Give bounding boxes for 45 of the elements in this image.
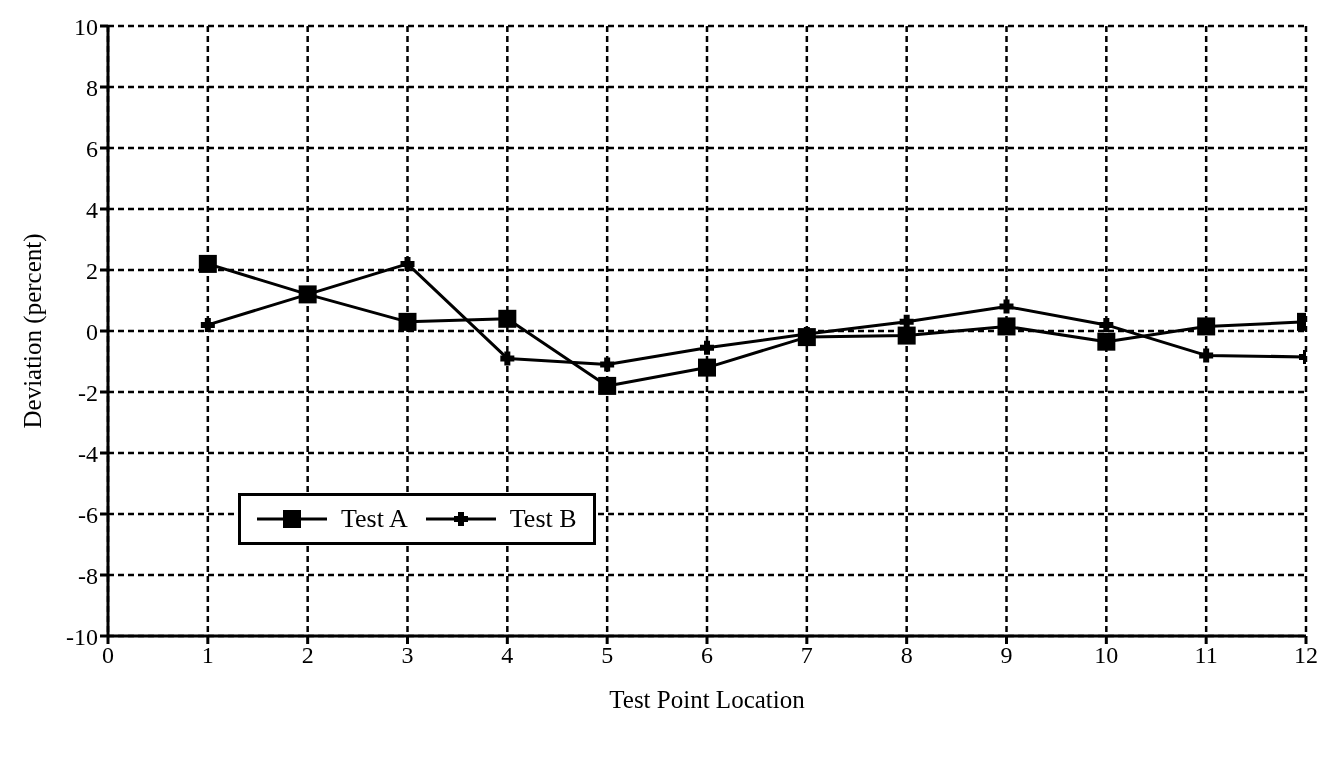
point — [1199, 348, 1214, 363]
point — [598, 376, 617, 395]
point — [400, 256, 415, 271]
point — [500, 351, 515, 366]
x-tick-label: 1 — [201, 642, 214, 669]
y-axis-title: Deviation (percent) — [18, 233, 47, 429]
x-tick-label: 11 — [1194, 642, 1218, 669]
point — [1099, 317, 1114, 332]
x-tick-label: 12 — [1294, 642, 1318, 669]
x-axis-title: Test Point Location — [609, 686, 806, 713]
x-tick-label: 6 — [701, 642, 713, 669]
point — [999, 299, 1014, 314]
point — [1197, 317, 1216, 336]
point — [398, 312, 417, 331]
point — [700, 340, 714, 355]
x-tick-label: 3 — [401, 642, 414, 669]
y-tick-label: 0 — [86, 318, 98, 345]
x-tick-label: 10 — [1094, 642, 1119, 669]
y-tick-label: 8 — [86, 74, 98, 101]
point — [498, 309, 517, 328]
y-tick-label: -8 — [78, 562, 98, 589]
x-tick-label: 8 — [900, 642, 913, 669]
legend-label: Test A — [341, 504, 408, 534]
y-tick-label: 6 — [86, 135, 98, 162]
x-tick-label: 7 — [800, 642, 813, 669]
x-tick-label: 5 — [601, 642, 614, 669]
point — [698, 358, 716, 377]
y-tick-label: -10 — [66, 623, 98, 650]
x-tick-label: 9 — [1000, 642, 1013, 669]
point — [897, 326, 916, 345]
y-tick-label: 4 — [86, 196, 98, 223]
x-tick-label: 4 — [501, 642, 514, 669]
y-tick-label: -4 — [78, 440, 98, 467]
y-tick-label: -6 — [78, 501, 98, 528]
point — [198, 254, 217, 273]
x-tick-label: 2 — [301, 642, 314, 669]
point — [600, 357, 615, 372]
point — [899, 314, 914, 329]
point — [1097, 332, 1116, 351]
point — [200, 317, 215, 332]
point — [997, 317, 1016, 336]
y-tick-label: 10 — [74, 13, 98, 40]
y-tick-label: 2 — [86, 257, 98, 284]
y-tick-label: -2 — [78, 379, 98, 406]
legend-label: Test B — [509, 504, 577, 534]
